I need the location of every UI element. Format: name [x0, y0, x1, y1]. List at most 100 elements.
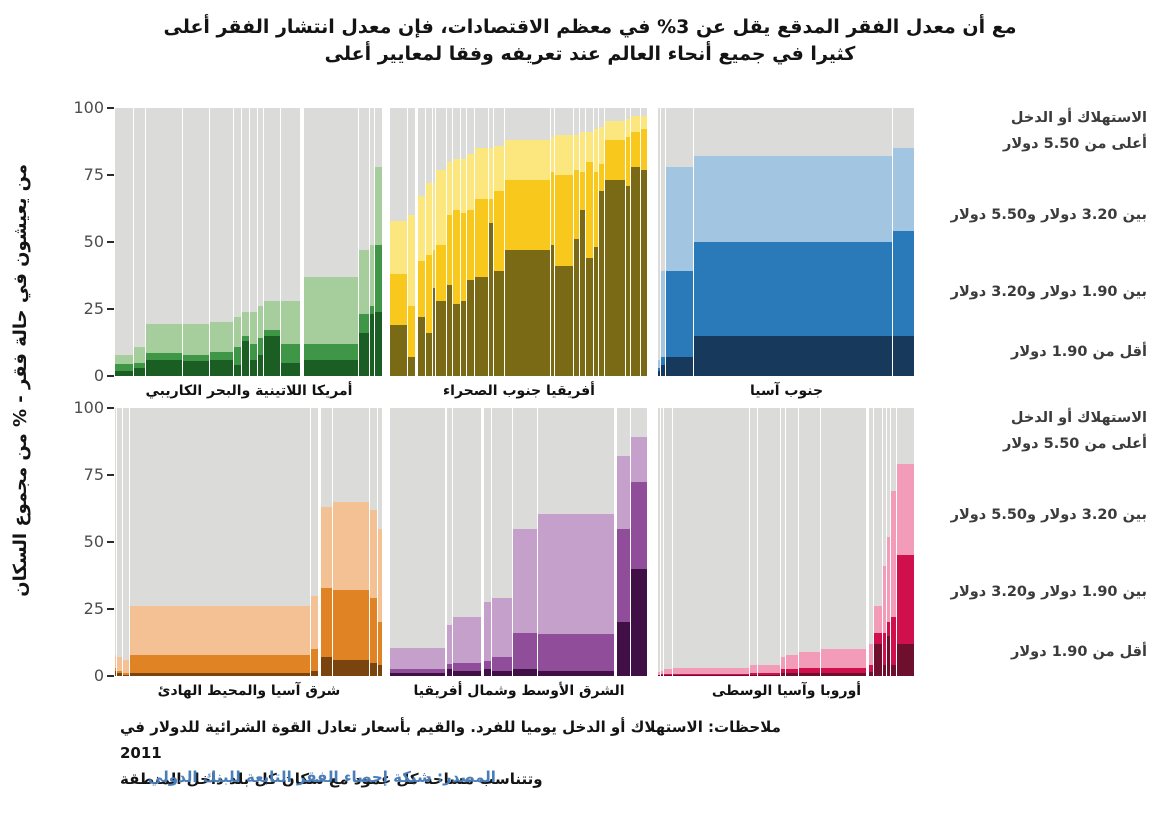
country-bar [574, 108, 580, 376]
country-bar [658, 408, 661, 676]
segment-190-320 [374, 244, 382, 376]
segment-320-550 [115, 654, 117, 676]
segment-320-550 [750, 665, 758, 676]
segment-190-320 [781, 669, 786, 676]
segment-320-550 [786, 654, 799, 676]
segment-320-550 [891, 491, 896, 676]
segment-320-550 [369, 509, 377, 676]
country-bar [369, 408, 378, 676]
country-bar [310, 408, 322, 676]
segment-below-190 [484, 669, 491, 676]
segment-below-190 [475, 276, 489, 376]
y-tick-mark [107, 241, 114, 243]
segment-below-190 [369, 314, 374, 376]
segment-below-190 [896, 643, 914, 676]
segment-below-190 [504, 250, 551, 376]
segment-320-550 [882, 566, 886, 676]
country-bar [129, 408, 311, 676]
y-tick-label: 50 [83, 232, 104, 251]
country-bar [145, 108, 184, 376]
country-bar [115, 408, 118, 676]
segment-below-190 [625, 185, 631, 376]
segment-below-190 [664, 675, 673, 676]
segment-below-190 [377, 665, 382, 676]
legend-header: الاستهلاك أو الدخل [1010, 410, 1147, 426]
segment-below-190 [432, 287, 436, 376]
country-bar [616, 408, 632, 676]
country-bar [593, 108, 599, 376]
country-bar [605, 108, 626, 376]
segment-below-190 [641, 169, 647, 376]
segment-below-190 [234, 365, 242, 376]
segment-190-320 [891, 617, 896, 676]
segment-below-190 [665, 357, 693, 376]
y-tick-mark [107, 375, 114, 377]
segment-below-190 [446, 669, 453, 676]
country-bar [758, 408, 782, 676]
country-bar [484, 408, 492, 676]
segment-below-190 [122, 674, 129, 676]
panel-label-sub-saharan-africa: أفريقيا جنوب الصحراء [443, 383, 595, 399]
segment-below-190 [661, 365, 665, 376]
panel-sub-saharan-africa [390, 108, 648, 376]
y-tick-mark [107, 407, 114, 409]
country-bar [664, 408, 674, 676]
country-bar [390, 108, 409, 376]
country-bar [133, 108, 146, 376]
segment-below-190 [242, 341, 250, 376]
segment-320-550 [658, 359, 661, 376]
country-bar [661, 108, 666, 376]
country-bar [263, 108, 282, 376]
segment-below-190 [263, 335, 281, 376]
country-bar [453, 408, 485, 676]
country-bar [799, 408, 822, 676]
country-bar [281, 108, 304, 376]
panel-latin-america-caribbean [115, 108, 383, 376]
segment-190-320 [538, 634, 614, 676]
segment-below-190 [408, 357, 416, 376]
country-bar [631, 408, 648, 676]
segment-below-190 [117, 673, 122, 676]
segment-below-190 [460, 300, 467, 376]
segment-below-190 [799, 673, 821, 676]
segment-190-320 [234, 346, 242, 376]
y-tick-label: 75 [83, 465, 104, 484]
segment-below-190 [693, 335, 893, 376]
segment-below-190 [616, 622, 631, 676]
panel-south-asia [658, 108, 915, 376]
country-bar [873, 408, 883, 676]
segment-below-190 [555, 266, 574, 376]
segment-190-320 [673, 673, 750, 676]
segment-below-190 [891, 665, 896, 676]
segment-below-190 [183, 361, 210, 376]
segment-below-190 [426, 333, 432, 376]
segment-below-190 [115, 370, 133, 376]
segment-below-190 [631, 166, 641, 376]
country-bar [551, 108, 555, 376]
country-bar [374, 108, 383, 376]
segment-below-190 [333, 659, 369, 676]
country-bar [868, 408, 874, 676]
segment-below-190 [658, 675, 660, 676]
segment-below-190 [579, 209, 585, 376]
country-bar [631, 108, 642, 376]
country-bar [821, 408, 869, 676]
segment-320-550 [310, 595, 319, 676]
segment-190-320 [658, 674, 660, 676]
panel-middle-east-north-africa [390, 408, 648, 676]
y-tick-label: 100 [73, 98, 104, 117]
panel-east-asia-pacific [115, 408, 383, 676]
segment-190-320 [512, 633, 538, 676]
y-tick-mark [107, 474, 114, 476]
y-tick-label: 25 [83, 299, 104, 318]
segment-below-190 [115, 670, 117, 676]
y-tick-mark [107, 675, 114, 677]
country-bar [579, 108, 586, 376]
country-bar [234, 108, 243, 376]
segment-190-320 [117, 670, 122, 676]
segment-below-190 [210, 359, 234, 376]
segment-320-550 [673, 667, 750, 676]
country-bar [446, 408, 454, 676]
country-bar [122, 408, 130, 676]
legend-header: الاستهلاك أو الدخل [1010, 110, 1147, 126]
